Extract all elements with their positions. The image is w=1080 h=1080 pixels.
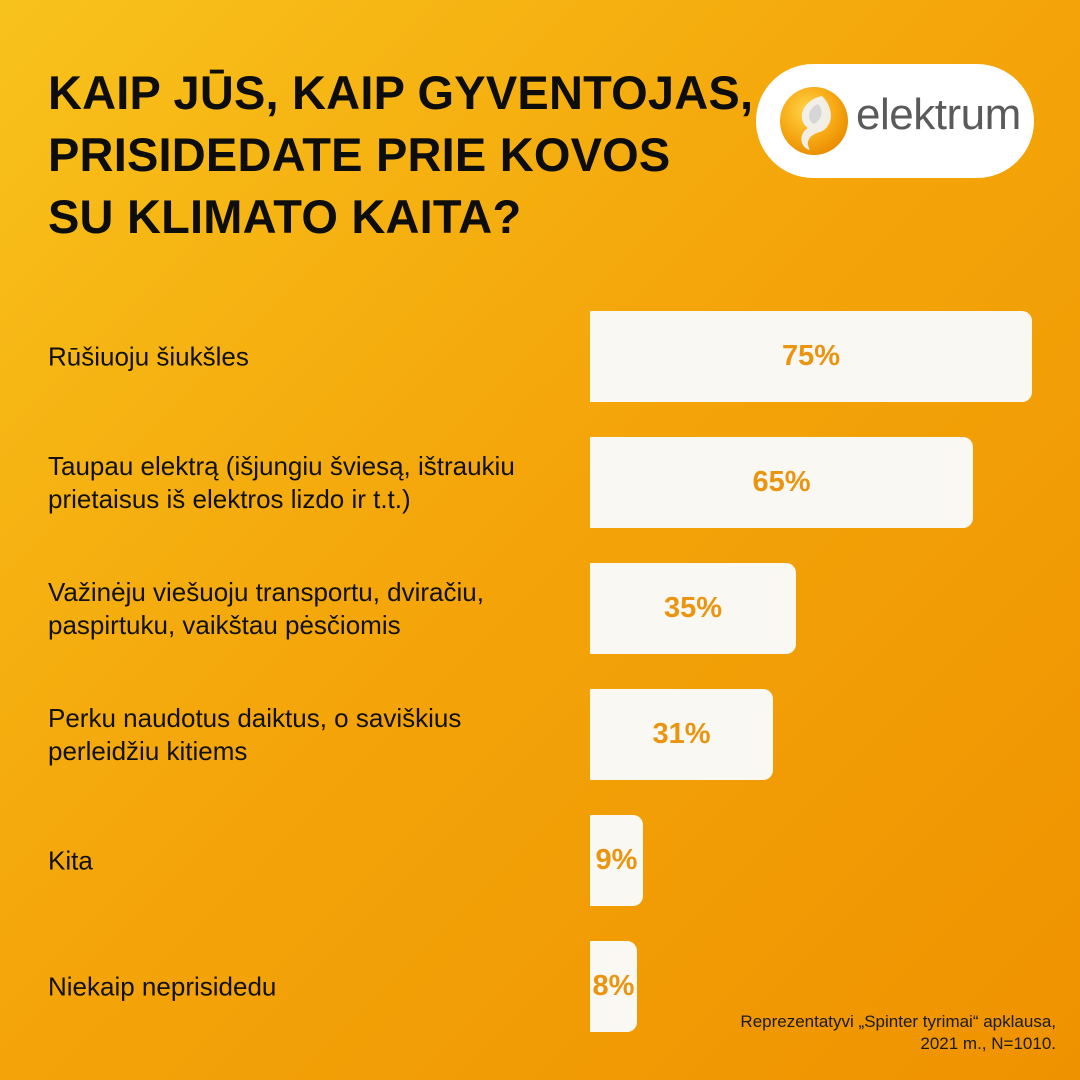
chart-title-line: PRISIDEDATE PRIE KOVOS [48,128,671,181]
bar [590,689,773,780]
chart-title-line: SU KLIMATO KAITA? [48,190,522,243]
logo-text: elektrum [856,90,1021,139]
category-label: Rūšiuoju šiukšles [48,341,249,371]
source-note: Reprezentatyvi „Spinter tyrimai“ apklaus… [636,1011,1056,1055]
category-label: Niekaip neprisidedu [48,971,277,1001]
source-line: Reprezentatyvi „Spinter tyrimai“ apklaus… [740,1012,1056,1031]
chart-title: KAIP JŪS, KAIP GYVENTOJAS, PRISIDEDATE P… [48,62,754,248]
chart-title-line: KAIP JŪS, KAIP GYVENTOJAS, [48,66,754,119]
source-line: 2021 m., N=1010. [920,1034,1056,1053]
data-label: 8% [592,970,635,1002]
data-label: 75% [781,340,841,372]
category-label: Taupau elektrą (išjungiu šviesą, ištrauk… [48,450,515,514]
bar [590,941,637,1032]
elektrum-swirl-icon [780,87,848,155]
elektrum-logo: elektrum [756,64,1034,178]
data-label: 9% [595,844,638,876]
bar [590,437,973,528]
category-label: Perku naudotus daiktus, o saviškius perl… [48,702,462,766]
data-label: 31% [652,718,711,750]
category-label: Važinėju viešuoju transportu, dviračiu, … [48,576,484,640]
bar [590,311,1032,402]
data-label: 65% [752,466,811,498]
category-label: Kita [48,845,93,875]
bar [590,563,796,654]
data-label: 35% [663,592,723,624]
bar [590,815,643,906]
